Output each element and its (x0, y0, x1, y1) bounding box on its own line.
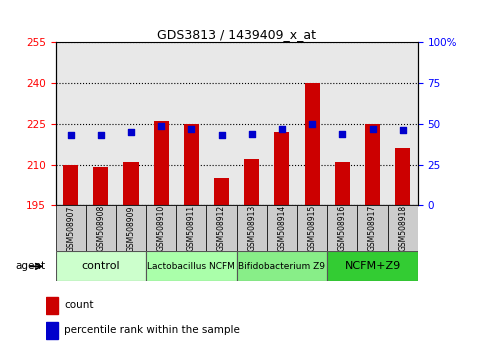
Text: percentile rank within the sample: percentile rank within the sample (64, 325, 241, 335)
Point (187, 126, 195, 132)
Text: GSM508915: GSM508915 (308, 205, 317, 251)
Bar (116, 205, 146, 251)
Bar (56, 205, 86, 251)
Bar (237, 205, 267, 251)
Bar (297, 205, 327, 251)
Bar (214, 178, 229, 205)
Bar (46, 297, 58, 314)
Bar (46, 322, 58, 339)
Text: GSM508909: GSM508909 (127, 205, 136, 252)
Text: Lactobacillus NCFM: Lactobacillus NCFM (147, 262, 235, 271)
Text: GSM508908: GSM508908 (96, 205, 105, 251)
Point (339, 131, 346, 137)
Point (399, 127, 407, 133)
Bar (305, 83, 320, 205)
Point (127, 129, 135, 135)
Point (157, 123, 165, 129)
Point (97, 132, 105, 138)
Bar (244, 159, 259, 205)
Bar (267, 205, 297, 251)
Text: GSM508914: GSM508914 (277, 205, 286, 251)
Bar (357, 205, 388, 251)
Text: count: count (64, 301, 94, 310)
Bar (274, 132, 289, 205)
Point (248, 131, 256, 137)
Bar (124, 162, 139, 205)
Bar (154, 121, 169, 205)
Bar (176, 205, 207, 251)
Bar (146, 205, 176, 251)
Point (308, 121, 316, 127)
Text: control: control (82, 261, 120, 272)
Point (278, 126, 286, 132)
Bar (327, 251, 418, 281)
Text: GSM508917: GSM508917 (368, 205, 377, 251)
Bar (63, 165, 78, 205)
Text: agent: agent (16, 261, 46, 272)
Bar (365, 124, 380, 205)
Text: GSM508910: GSM508910 (156, 205, 166, 251)
Bar (56, 251, 146, 281)
Bar (237, 251, 327, 281)
Bar (146, 251, 237, 281)
Bar (184, 124, 199, 205)
Text: GSM508916: GSM508916 (338, 205, 347, 251)
Title: GDS3813 / 1439409_x_at: GDS3813 / 1439409_x_at (157, 28, 316, 41)
Text: GSM508918: GSM508918 (398, 205, 407, 251)
Point (218, 132, 226, 138)
Text: GSM508912: GSM508912 (217, 205, 226, 251)
Text: GSM508913: GSM508913 (247, 205, 256, 251)
Text: GSM508911: GSM508911 (187, 205, 196, 251)
Bar (327, 205, 357, 251)
Point (369, 126, 376, 132)
Bar (86, 205, 116, 251)
Bar (335, 162, 350, 205)
Bar (388, 205, 418, 251)
Text: GSM508907: GSM508907 (66, 205, 75, 252)
Text: NCFM+Z9: NCFM+Z9 (344, 261, 400, 272)
Bar (395, 148, 410, 205)
Bar (207, 205, 237, 251)
Bar (93, 167, 108, 205)
Point (67, 132, 74, 138)
Text: Bifidobacterium Z9: Bifidobacterium Z9 (239, 262, 326, 271)
